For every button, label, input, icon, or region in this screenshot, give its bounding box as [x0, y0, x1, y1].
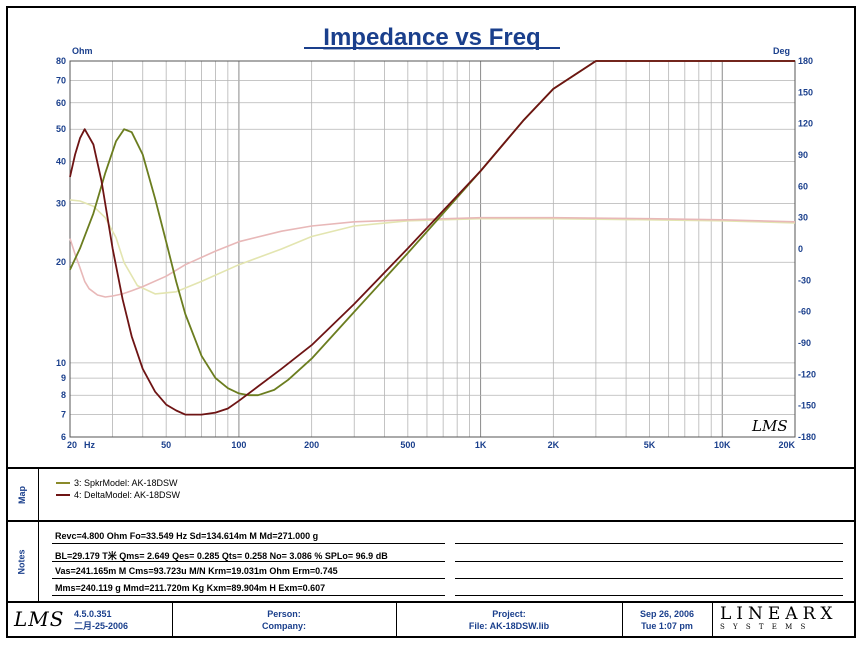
footer-divider-1 — [172, 603, 173, 636]
y-tick-label: 70 — [56, 75, 66, 85]
note-rule-4b — [455, 595, 843, 596]
series-line — [69, 199, 796, 295]
legend-swatch-deltamodel — [56, 494, 70, 496]
divider-footer-top — [8, 601, 854, 603]
footer-divider-4 — [712, 603, 713, 636]
y2-tick-label: -120 — [798, 369, 816, 379]
y-tick-label: 60 — [56, 98, 66, 108]
note-row-2: BL=29.179 T米 Qms= 2.649 Qes= 0.285 Qts= … — [55, 551, 388, 561]
legend-text-spkrmodel: 3: SpkrModel: AK-18DSW — [74, 478, 178, 488]
x-tick-label: 200 — [304, 440, 319, 450]
notes-label-divider — [38, 522, 39, 601]
version-block: 4.5.0.351 二月-25-2006 — [74, 608, 128, 632]
y-tick-label: 50 — [56, 124, 66, 134]
chart-title: Impedance vs Freq — [323, 24, 540, 51]
y2-tick-label: 30 — [798, 213, 808, 223]
window-frame — [6, 6, 856, 638]
person-label: Person: — [267, 609, 301, 619]
map-label-text: Map — [17, 485, 27, 504]
map-label-divider — [38, 469, 39, 520]
x-tick-label: 50 — [161, 440, 171, 450]
footer-time: Tue 1:07 pm — [641, 621, 693, 631]
y-tick-label: 10 — [56, 358, 66, 368]
x-tick-label: 10K — [714, 440, 731, 450]
chart-series — [69, 60, 796, 416]
x-tick-label: 5K — [644, 440, 656, 450]
notes-panel-label: Notes — [8, 522, 36, 601]
chart-grid — [69, 60, 796, 438]
company-label: Company: — [261, 621, 306, 631]
x-tick-label: 20K — [778, 440, 795, 450]
map-panel-label: Map — [8, 469, 36, 520]
y2-axis-label: Deg — [773, 46, 790, 56]
footer-divider-3 — [622, 603, 623, 636]
linearx-main: LINEARX — [720, 604, 838, 624]
y-tick-label: 30 — [56, 198, 66, 208]
note-row-4: Mms=240.119 g Mmd=211.720m Kg Kxm=89.904… — [55, 583, 326, 593]
plot-border — [69, 60, 796, 438]
footer-divider-2 — [396, 603, 397, 636]
project-block: Project: File: AK-18DSW.lib — [398, 608, 620, 632]
divider-notes-top — [8, 520, 854, 522]
x-tick-label: 500 — [400, 440, 415, 450]
person-block: Person: Company: — [174, 608, 394, 632]
version-number: 4.5.0.351 — [74, 609, 112, 619]
y2-tick-label: -180 — [798, 432, 816, 442]
lms-logo: LMS — [14, 607, 65, 631]
y-tick-label: 20 — [56, 257, 66, 267]
legend-swatch-spkrmodel — [56, 482, 70, 484]
y2-tick-label: -90 — [798, 338, 811, 348]
y2-tick-label: 0 — [798, 244, 803, 254]
y2-tick-label: -150 — [798, 401, 816, 411]
y-tick-label: 80 — [56, 56, 66, 66]
x-tick-label: 2K — [548, 440, 560, 450]
y2-tick-label: 60 — [798, 181, 808, 191]
note-rule-3 — [52, 578, 445, 579]
legend-item-spkrmodel: 3: SpkrModel: AK-18DSW — [56, 478, 178, 488]
divider-map-top — [8, 467, 854, 469]
project-label: Project: — [492, 609, 526, 619]
file-label: File: AK-18DSW.lib — [468, 621, 550, 631]
legend-text-deltamodel: 4: DeltaModel: AK-18DSW — [74, 490, 181, 500]
y2-tick-label: 180 — [798, 56, 813, 66]
x-tick-label: 1K — [475, 440, 487, 450]
chart-ticks: 20 50 100 200 500 1K 2K 5K 10K 20K 6 7 8 9 10 20 30 40 50 6… — [56, 56, 816, 450]
y-axis-label: Ohm — [72, 46, 93, 56]
y-tick-label: 40 — [56, 157, 66, 167]
note-rule-4 — [52, 595, 445, 596]
x-axis-unit: Hz — [84, 440, 95, 450]
note-row-1: Revc=4.800 Ohm Fo=33.549 Hz Sd=134.614m … — [55, 531, 319, 541]
y-tick-label: 7 — [61, 410, 66, 420]
y2-tick-label: 120 — [798, 119, 813, 129]
y2-tick-label: 150 — [798, 87, 813, 97]
x-tick-label: 100 — [231, 440, 246, 450]
linearx-logo: LINEARX S Y S T E M S — [720, 604, 850, 631]
impedance-chart: Impedance vs Freq 20 50 100 200 500 1K 2K 5K 10K… — [56, 24, 816, 450]
note-rule-2 — [52, 561, 445, 562]
note-row-3: Vas=241.165m M Cms=93.723u M/N Krm=19.03… — [55, 566, 338, 576]
y2-tick-label: -30 — [798, 275, 811, 285]
y2-tick-label: 90 — [798, 150, 808, 160]
series-line — [69, 216, 796, 298]
note-rule-3b — [455, 578, 843, 579]
note-rule-1b — [455, 543, 843, 544]
linearx-sub: S Y S T E M S — [720, 623, 809, 631]
footer-date: Sep 26, 2006 — [639, 609, 695, 619]
x-tick-label: 20 — [67, 440, 77, 450]
note-rule-1 — [52, 543, 445, 544]
y2-tick-label: -60 — [798, 307, 811, 317]
y-tick-label: 8 — [61, 390, 66, 400]
version-date: 二月-25-2006 — [74, 621, 129, 631]
y-tick-label: 9 — [61, 373, 66, 383]
series-line — [69, 60, 795, 416]
note-rule-2b — [455, 561, 843, 562]
datetime-block: Sep 26, 2006 Tue 1:07 pm — [624, 608, 710, 632]
notes-label-text: Notes — [16, 548, 27, 575]
y-tick-label: 6 — [61, 432, 66, 442]
lms-watermark-text: LMS — [751, 417, 788, 435]
legend-item-deltamodel: 4: DeltaModel: AK-18DSW — [56, 490, 180, 500]
lms-watermark: LMS — [751, 417, 788, 435]
series-line — [69, 60, 795, 397]
